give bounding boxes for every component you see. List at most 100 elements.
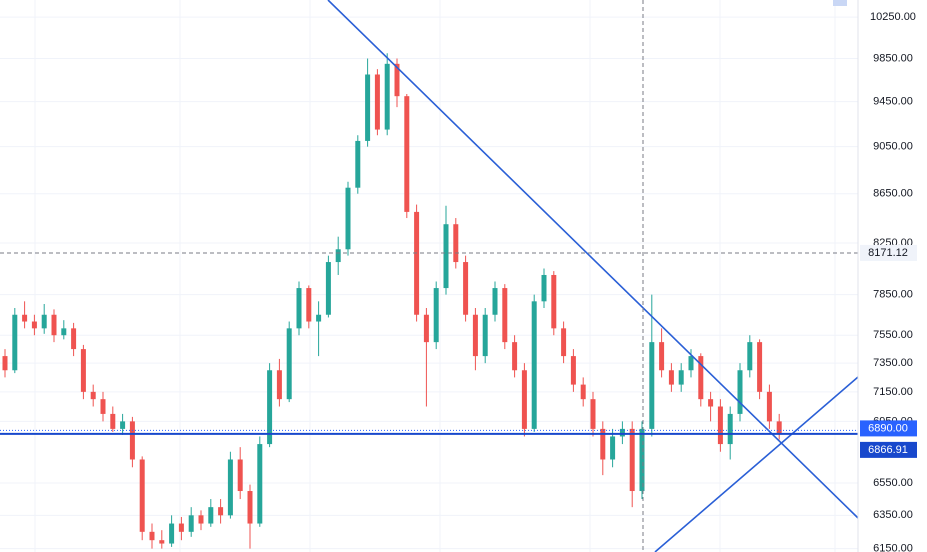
candle-body (708, 399, 714, 407)
candle-body (257, 444, 263, 524)
candle-body (139, 459, 145, 532)
candle-body (747, 342, 753, 371)
candle-body (286, 328, 292, 400)
y-tick-label: 9850.00 (873, 52, 913, 64)
candle-body (590, 399, 596, 429)
candle-body (384, 63, 390, 130)
y-tick-label: 6150.00 (873, 543, 913, 552)
candle-body (267, 370, 273, 445)
candle-body (227, 459, 233, 516)
candle-body (120, 421, 126, 429)
candle-body (492, 288, 498, 315)
candle-body (737, 370, 743, 414)
candle-body (31, 321, 37, 329)
candle-body (423, 314, 429, 343)
candle-body (218, 507, 224, 516)
candle-body (404, 96, 410, 212)
candle-body (394, 63, 400, 97)
price-label-box (860, 441, 917, 458)
candle-body (345, 187, 351, 250)
y-tick-label: 7550.00 (873, 329, 913, 341)
candle-body (717, 406, 723, 445)
drawings (327, 0, 859, 552)
trend-line[interactable] (654, 376, 859, 552)
candle-body (149, 531, 155, 541)
candle-body (551, 274, 557, 329)
candle-body (453, 224, 459, 263)
price-label-text: 8171.12 (868, 247, 908, 259)
candles (2, 53, 782, 549)
candle-body (316, 314, 322, 322)
candle-body (247, 491, 253, 524)
y-tick-label: 9050.00 (873, 141, 913, 153)
y-tick-label: 8650.00 (873, 188, 913, 200)
price-axis: 10250.009850.009450.009050.008650.008250… (870, 11, 916, 552)
candle-body (668, 370, 674, 385)
trend-line[interactable] (327, 0, 859, 519)
price-label-box (860, 244, 917, 261)
candle-body (482, 314, 488, 357)
candle-body (433, 288, 439, 343)
toolbar-icon[interactable] (833, 0, 847, 6)
price-label-text: 6890.00 (868, 422, 908, 434)
candle-body (580, 384, 586, 400)
candle-body (570, 356, 576, 385)
candle-body (90, 391, 96, 400)
candle-body (757, 342, 763, 392)
candle-body (306, 288, 312, 322)
candle-body (502, 288, 508, 343)
candle-body (355, 140, 361, 188)
candle-body (335, 249, 341, 263)
candle-body (619, 428, 625, 437)
price-label-box (860, 420, 917, 437)
y-tick-label: 7150.00 (873, 386, 913, 398)
price-label: 6890.00 (860, 420, 917, 437)
candle-body (610, 436, 616, 460)
candle-body (198, 515, 204, 524)
candle-body (374, 74, 380, 130)
candle-body (776, 421, 782, 434)
candle-body (766, 391, 772, 422)
candle-body (443, 224, 449, 289)
candle-body (188, 515, 194, 532)
price-label: 6866.91 (860, 441, 917, 458)
candle-body (472, 314, 478, 357)
candle-body (80, 349, 86, 392)
price-label-text: 6866.91 (868, 444, 908, 456)
candle-body (639, 428, 645, 492)
price-lines (0, 252, 858, 435)
candle-body (531, 301, 537, 429)
candle-body (521, 370, 527, 429)
candle-body (325, 262, 331, 315)
y-tick-label: 6350.00 (873, 509, 913, 521)
candle-body (159, 540, 165, 544)
candle-body (629, 428, 635, 492)
candle-body (678, 370, 684, 385)
y-tick-label: 10250.00 (870, 11, 916, 23)
candle-body (463, 262, 469, 315)
candle-body (237, 459, 243, 492)
candle-body (541, 274, 547, 302)
candle-body (110, 413, 116, 429)
price-label: 8171.12 (860, 244, 917, 261)
y-tick-label: 7850.00 (873, 289, 913, 301)
candle-body (12, 314, 18, 371)
candle-body (296, 288, 302, 329)
candle-body (100, 399, 106, 414)
candle-body (365, 74, 371, 141)
y-tick-label: 6550.00 (873, 477, 913, 489)
y-tick-label: 7350.00 (873, 357, 913, 369)
candle-body (649, 342, 655, 429)
candle-body (698, 356, 704, 400)
candle-body (414, 211, 420, 315)
candle-body (169, 523, 175, 544)
candle-body (688, 356, 694, 371)
candle-body (727, 413, 733, 445)
candle-body (41, 314, 47, 329)
candle-body (51, 314, 57, 336)
candle-body (61, 328, 67, 336)
candle-body (512, 342, 518, 371)
candle-body (2, 356, 8, 371)
candle-body (22, 314, 28, 322)
